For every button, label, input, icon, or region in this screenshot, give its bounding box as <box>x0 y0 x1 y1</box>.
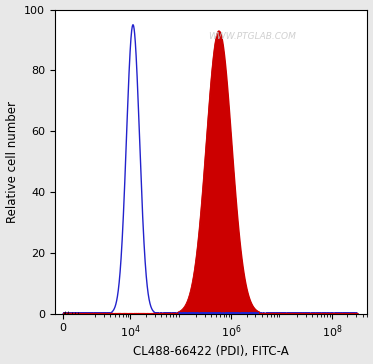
X-axis label: CL488-66422 (PDI), FITC-A: CL488-66422 (PDI), FITC-A <box>133 345 289 359</box>
Text: WWW.PTGLAB.COM: WWW.PTGLAB.COM <box>208 32 296 41</box>
Y-axis label: Relative cell number: Relative cell number <box>6 100 19 222</box>
